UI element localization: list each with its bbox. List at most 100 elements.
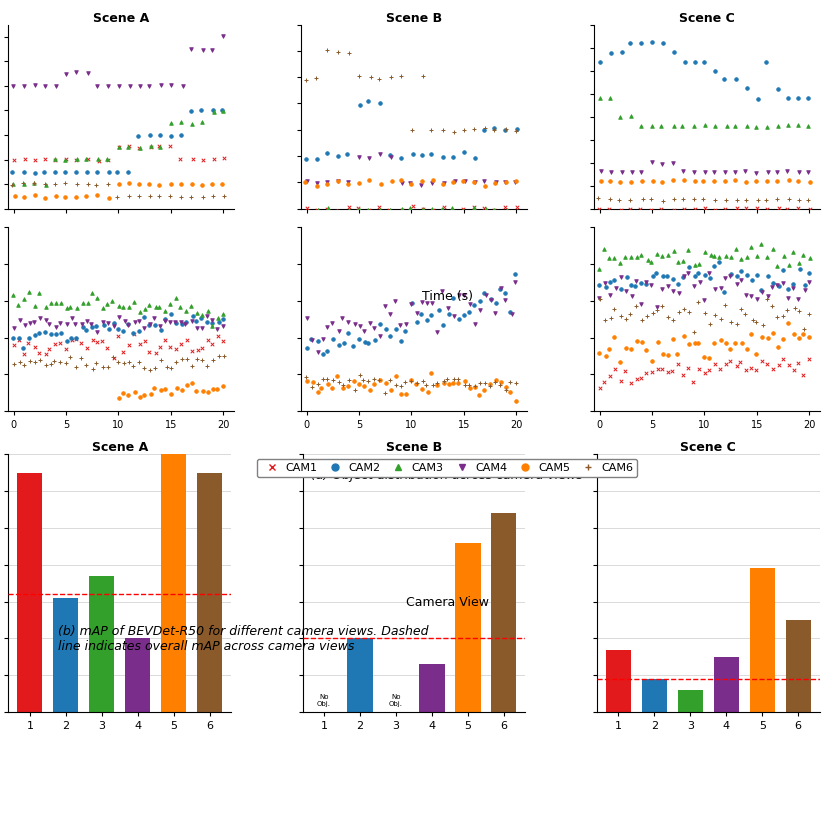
Point — [734, 302, 747, 315]
Point — [760, 120, 773, 133]
Point — [217, 190, 230, 203]
Point — [701, 364, 715, 377]
Point — [170, 355, 183, 368]
Point — [174, 384, 188, 397]
Point — [697, 350, 710, 364]
Point — [404, 297, 418, 310]
Point — [352, 368, 366, 382]
Point — [79, 153, 93, 166]
Point — [477, 123, 490, 136]
Point — [137, 361, 151, 374]
Point — [332, 338, 345, 351]
Point — [696, 56, 710, 69]
Point — [311, 346, 324, 359]
Point — [445, 202, 458, 215]
Point — [43, 317, 56, 330]
Point — [311, 203, 324, 216]
Point — [13, 313, 26, 326]
Point — [629, 335, 643, 348]
Point — [195, 308, 208, 321]
Point — [143, 364, 156, 377]
Point — [456, 203, 469, 217]
Point — [739, 288, 752, 301]
Point — [60, 342, 73, 355]
Point — [363, 317, 376, 330]
Point — [336, 382, 349, 395]
Point — [39, 191, 52, 204]
Point — [672, 306, 685, 319]
Point — [457, 288, 471, 301]
Point — [604, 312, 617, 325]
Point — [770, 193, 783, 206]
Point — [90, 166, 103, 179]
Point — [760, 358, 773, 371]
Point — [613, 175, 626, 188]
Point — [186, 153, 199, 166]
Point — [498, 294, 511, 307]
Point — [394, 173, 407, 186]
Point — [351, 202, 365, 215]
Point — [748, 174, 762, 187]
Point — [650, 362, 663, 375]
Point — [80, 341, 93, 354]
Point — [132, 324, 146, 337]
Point — [676, 255, 689, 268]
Point — [361, 337, 375, 350]
Point — [740, 342, 753, 355]
Point — [603, 289, 616, 302]
Point — [17, 79, 31, 92]
Point — [28, 166, 41, 179]
Point — [687, 175, 700, 188]
Point — [399, 388, 412, 401]
Point — [100, 297, 113, 310]
Point — [49, 297, 62, 310]
Point — [801, 194, 814, 207]
Point — [331, 369, 344, 382]
Point — [792, 305, 805, 318]
Point — [330, 204, 343, 217]
Point — [635, 175, 648, 188]
Point — [81, 67, 94, 80]
Point — [133, 79, 146, 92]
Point — [362, 152, 375, 165]
Point — [306, 376, 319, 389]
Point — [665, 156, 678, 169]
Point — [677, 55, 691, 68]
Point — [717, 285, 730, 298]
Point — [48, 355, 61, 368]
Point — [436, 150, 449, 163]
Point — [112, 79, 126, 92]
Point — [352, 333, 366, 346]
Point — [500, 381, 513, 394]
Point — [714, 281, 727, 294]
Point — [314, 382, 327, 395]
Bar — [785, 620, 810, 712]
Point — [416, 203, 429, 216]
Point — [357, 380, 370, 393]
Point — [39, 80, 52, 93]
Point — [644, 193, 657, 206]
Point — [361, 374, 375, 387]
Point — [207, 105, 220, 118]
Point — [361, 203, 375, 217]
Point — [76, 321, 89, 334]
Point — [363, 383, 376, 396]
Point — [404, 373, 418, 386]
Point — [791, 257, 805, 270]
Point — [629, 275, 642, 288]
Point — [748, 315, 762, 328]
Point — [791, 202, 804, 215]
Point — [164, 177, 177, 190]
Point — [163, 315, 176, 328]
Point — [358, 335, 371, 348]
Point — [743, 290, 757, 303]
Point — [8, 190, 22, 203]
Point — [38, 178, 51, 191]
Point — [446, 204, 459, 217]
Point — [729, 201, 743, 214]
Point — [362, 203, 375, 217]
Point — [447, 125, 460, 138]
Point — [107, 316, 120, 329]
Point — [382, 203, 395, 217]
Point — [97, 319, 110, 332]
